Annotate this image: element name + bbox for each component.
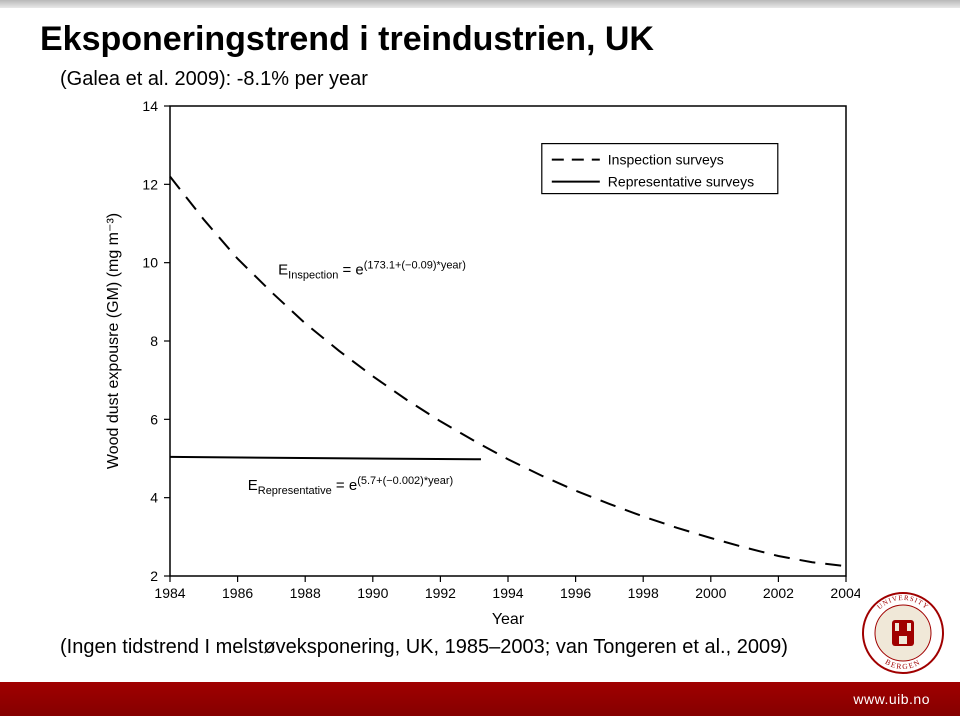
svg-text:Year: Year <box>492 611 525 628</box>
svg-text:1998: 1998 <box>628 585 659 601</box>
svg-text:Inspection surveys: Inspection surveys <box>608 152 724 168</box>
svg-text:1986: 1986 <box>222 585 253 601</box>
footnote: (Ingen tidstrend I melstøveksponering, U… <box>60 636 788 659</box>
footer-url: www.uib.no <box>853 691 930 707</box>
slide-subtitle: (Galea et al. 2009): -8.1% per year <box>60 68 368 91</box>
svg-text:2000: 2000 <box>695 585 726 601</box>
svg-text:1984: 1984 <box>154 585 185 601</box>
svg-text:2: 2 <box>150 568 158 584</box>
uib-logo: UNIVERSITY BERGEN <box>858 588 948 678</box>
svg-text:1990: 1990 <box>357 585 388 601</box>
svg-text:12: 12 <box>142 176 158 192</box>
svg-text:1988: 1988 <box>290 585 321 601</box>
svg-text:ERepresentative = e(5.7+(−0.00: ERepresentative = e(5.7+(−0.002)*year) <box>248 475 453 497</box>
chart-svg: 1984 1986 1988 1990 1992 1994 1996 1998 2000 2002… <box>100 96 860 636</box>
svg-text:EInspection = e(173.1+(−0.09)*: EInspection = e(173.1+(−0.09)*year) <box>278 259 466 281</box>
svg-text:Wood dust expousre (GM) (mg m⁻: Wood dust expousre (GM) (mg m⁻³) <box>105 213 122 469</box>
svg-text:8: 8 <box>150 333 158 349</box>
svg-text:2002: 2002 <box>763 585 794 601</box>
slide-title: Eksponeringstrend i treindustrien, UK <box>40 20 654 59</box>
svg-text:10: 10 <box>142 255 158 271</box>
bottom-bar: www.uib.no <box>0 682 960 716</box>
svg-text:1996: 1996 <box>560 585 591 601</box>
svg-text:1994: 1994 <box>492 585 523 601</box>
svg-text:14: 14 <box>142 98 158 114</box>
svg-text:4: 4 <box>150 490 158 506</box>
svg-text:1992: 1992 <box>425 585 456 601</box>
chart: 1984 1986 1988 1990 1992 1994 1996 1998 2000 2002… <box>100 96 860 636</box>
svg-text:6: 6 <box>150 411 158 427</box>
slide: Eksponeringstrend i treindustrien, UK (G… <box>0 0 960 716</box>
svg-text:2004: 2004 <box>830 585 860 601</box>
svg-text:Representative surveys: Representative surveys <box>608 174 754 190</box>
top-bar <box>0 0 960 8</box>
